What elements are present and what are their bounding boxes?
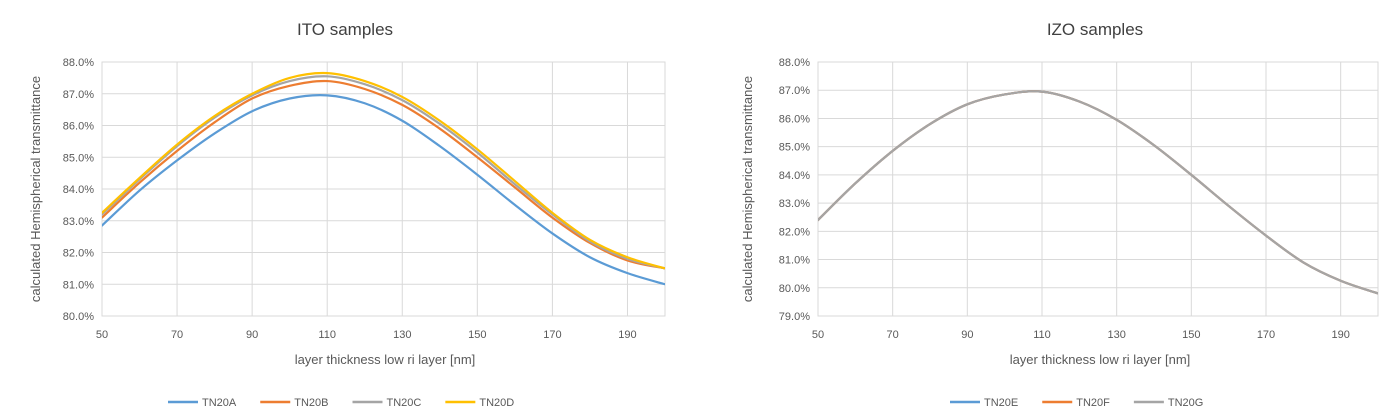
series-line-tn20g: [818, 90, 1378, 295]
tick-labels: 80.0% 81.0% 82.0% 83.0% 84.0% 85.0% 86.0% 87.0%…: [63, 57, 637, 341]
legend-item-tn20g: TN20G: [1133, 397, 1203, 409]
y-tick-label: 88.0%: [63, 57, 94, 69]
legend-label: TN20A: [202, 397, 237, 409]
y-tick-label: 83.0%: [63, 216, 94, 228]
izo-chart: IZO samples 79.0% 80.0% 81.0% 82.0% 83.0% 84.…: [700, 0, 1389, 420]
y-axis-label: calculated Hemispherical transmittance: [740, 76, 755, 302]
x-tick-label: 150: [1182, 329, 1200, 341]
series-lines: [818, 90, 1378, 295]
grid: [101, 61, 666, 317]
x-tick-label: 170: [1257, 329, 1275, 341]
x-axis-label: layer thickness low ri layer [nm]: [295, 352, 476, 367]
chart-title: IZO samples: [1047, 20, 1143, 39]
x-tick-label: 190: [1331, 329, 1349, 341]
y-tick-label: 80.0%: [63, 311, 94, 323]
x-axis-label: layer thickness low ri layer [nm]: [1010, 352, 1191, 367]
x-tick-label: 130: [393, 329, 411, 341]
x-tick-label: 70: [171, 329, 183, 341]
x-tick-label: 190: [618, 329, 636, 341]
y-tick-label: 84.0%: [63, 184, 94, 196]
legend-item-tn20c: TN20C: [352, 397, 422, 409]
legend-item-tn20b: TN20B: [260, 397, 329, 409]
legend: TN20E TN20F TN20G: [950, 397, 1203, 409]
y-tick-label: 85.0%: [63, 152, 94, 164]
x-tick-label: 70: [887, 329, 899, 341]
legend-label: TN20C: [387, 397, 422, 409]
ito-chart: ITO samples 80.0% 81.0% 82.0% 83.0% 84.0% 85.…: [0, 0, 690, 420]
y-tick-label: 82.0%: [779, 226, 810, 238]
x-tick-label: 130: [1107, 329, 1125, 341]
y-tick-label: 87.0%: [63, 89, 94, 101]
legend-item-tn20a: TN20A: [168, 397, 237, 409]
y-tick-label: 79.0%: [779, 311, 810, 323]
series-line-tn20a: [102, 94, 665, 286]
y-axis-label: calculated Hemispherical transmittance: [28, 76, 43, 302]
x-tick-label: 90: [961, 329, 973, 341]
y-tick-label: 80.0%: [779, 283, 810, 295]
series-line-tn20f: [818, 90, 1378, 295]
legend: TN20A TN20B TN20C TN20D: [168, 397, 514, 409]
y-tick-label: 86.0%: [779, 113, 810, 125]
y-tick-label: 87.0%: [779, 85, 810, 97]
x-tick-label: 50: [96, 329, 108, 341]
chart-title: ITO samples: [297, 20, 393, 39]
x-tick-label: 170: [543, 329, 561, 341]
x-tick-label: 150: [468, 329, 486, 341]
legend-label: TN20F: [1076, 397, 1110, 409]
y-tick-label: 88.0%: [779, 57, 810, 69]
series-line-tn20e: [818, 90, 1378, 295]
y-tick-label: 82.0%: [63, 248, 94, 260]
legend-label: TN20G: [1168, 397, 1203, 409]
series-line-tn20d: [102, 71, 665, 270]
series-line-tn20c: [102, 75, 665, 270]
series-lines: [102, 71, 665, 286]
x-tick-label: 110: [318, 329, 336, 341]
y-tick-label: 86.0%: [63, 121, 94, 133]
x-tick-label: 90: [246, 329, 258, 341]
legend-item-tn20f: TN20F: [1042, 397, 1110, 409]
grid: [817, 61, 1379, 317]
y-tick-label: 85.0%: [779, 142, 810, 154]
y-tick-label: 83.0%: [779, 198, 810, 210]
plot-area: [817, 61, 1379, 317]
series-line-tn20b: [102, 79, 665, 270]
x-tick-label: 50: [812, 329, 824, 341]
tick-labels: 79.0% 80.0% 81.0% 82.0% 83.0% 84.0% 85.0% 86.0%…: [779, 57, 1350, 341]
y-tick-label: 81.0%: [779, 255, 810, 267]
legend-label: TN20E: [984, 397, 1018, 409]
legend-label: TN20D: [479, 397, 514, 409]
y-tick-label: 81.0%: [63, 279, 94, 291]
x-tick-label: 110: [1033, 329, 1051, 341]
legend-item-tn20d: TN20D: [445, 397, 514, 409]
legend-label: TN20B: [294, 397, 328, 409]
legend-item-tn20e: TN20E: [950, 397, 1018, 409]
y-tick-label: 84.0%: [779, 170, 810, 182]
